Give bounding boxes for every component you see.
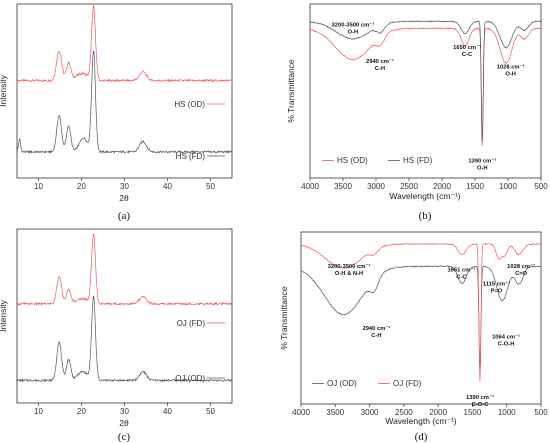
x-tick-label-b: 4000 [301, 182, 319, 191]
legend-label-b-0: HS (OD) [337, 156, 368, 165]
annotation-sub-d-1: C-H [371, 333, 381, 339]
annotation-sub-d-2: C-C [456, 275, 467, 281]
annotation-sub-d-3: P=O [491, 288, 503, 294]
x-tick-label-a: 50 [206, 182, 215, 191]
ylabel-d: % Transmittance [279, 286, 289, 350]
panel-d: 4000 3500 3000 2500 2000 1500 1000 500 3200-350… [279, 231, 548, 443]
annotation-b-0: 3200-3500 cm⁻¹ [332, 22, 375, 29]
panel-label-d: (d) [415, 431, 428, 443]
annotation-sub-d-0: O-H & N-H [335, 271, 363, 277]
panel-label-a: (a) [118, 210, 131, 222]
x-tick-label-b: 3000 [367, 182, 385, 191]
x-tick-label-b: 2000 [433, 182, 451, 191]
annotation-d-6: 1390 cm⁻¹ [466, 394, 494, 401]
x-tick-label-c: 30 [120, 407, 129, 416]
series-line-a-1 [16, 50, 233, 155]
annotation-b-1: 2940 cm⁻¹ [366, 58, 394, 65]
x-tick-label-d: 1000 [498, 408, 516, 417]
x-tick-label-d: 1500 [464, 408, 482, 417]
annotation-sub-b-3: O-H [505, 71, 516, 77]
x-tick-label-c: 20 [77, 407, 86, 416]
x-tick-label-a: 40 [163, 182, 172, 191]
series-line-c-1 [17, 295, 233, 383]
series-line-c-0 [16, 233, 233, 306]
x-tick-label-d: 2500 [395, 408, 413, 417]
panel-c: 10 20 30 40 50 OJ (FD) OJ (OD) Intensity 2θ (… [0, 228, 233, 443]
annotation-sub-d-6: C-O-C [472, 402, 490, 408]
x-tick-label-b: 1000 [499, 182, 517, 191]
plot-frame-d [300, 231, 542, 405]
legend-label-c-1: OJ (OD) [175, 374, 205, 383]
legend-label-d-1: OJ (FD) [393, 379, 422, 388]
series-line-d-1 [300, 243, 541, 382]
x-tick-label-b: 3500 [334, 182, 352, 191]
legend-label-c-0: OJ (FD) [177, 319, 206, 328]
annotation-sub-b-4: O-H [477, 165, 488, 171]
x-tick-label-a: 30 [120, 182, 129, 191]
xlabel-d: Wavelength (cm⁻¹) [385, 416, 456, 426]
x-tick-label-c: 50 [206, 407, 215, 416]
x-tick-label-a: 20 [77, 182, 86, 191]
x-tick-label-d: 4000 [292, 408, 310, 417]
x-tick-label-d: 3500 [326, 408, 344, 417]
annotation-b-3: 1028 cm⁻¹ [497, 63, 525, 70]
annotation-d-5: 1064 cm⁻¹ [492, 334, 520, 341]
annotation-sub-b-2: C-C [462, 52, 473, 58]
annotation-sub-d-5: C-O-H [498, 342, 515, 348]
annotation-sub-b-0: O-H [348, 30, 359, 36]
xlabel-c: 2θ [119, 418, 129, 428]
panel-a: 10 20 30 40 50 HS (OD) HS (FD) Intensity 2θ (… [0, 3, 233, 222]
series-line-d-0 [300, 265, 541, 373]
annotation-d-2: 1651 cm⁻¹ [448, 267, 476, 274]
series-line-b-0 [309, 27, 542, 146]
x-tick-label-b: 500 [534, 182, 548, 191]
xlabel-a: 2θ [119, 193, 129, 203]
x-tick-label-d: 3000 [361, 408, 379, 417]
xlabel-b: Wavelength (cm⁻¹) [389, 191, 460, 201]
panel-label-c: (c) [118, 431, 131, 443]
x-tick-label-a: 10 [34, 182, 43, 191]
series-line-a-0 [16, 4, 233, 83]
annotation-b-4: 1390 cm⁻¹ [468, 157, 496, 164]
series-line-b-1 [309, 20, 542, 142]
x-tick-label-c: 40 [163, 407, 172, 416]
panel-b: 4000 3500 3000 2500 2000 1500 1000 500 3200-350… [286, 3, 548, 222]
legend-label-d-0: OJ (OD) [327, 379, 357, 388]
annotation-sub-d-4: C=O [515, 271, 528, 277]
annotation-sub-b-1: C-H [375, 66, 385, 72]
ylabel-c: Intensity [0, 299, 8, 331]
legend-label-a-1: HS (FD) [176, 152, 206, 161]
legend-label-b-1: HS (FD) [403, 156, 433, 165]
annotation-d-3: 1115 cm⁻¹ [483, 280, 510, 287]
legend-label-a-0: HS (OD) [174, 100, 205, 109]
ylabel-a: Intensity [0, 74, 8, 106]
annotation-d-0: 3200-3500 cm⁻¹ [328, 263, 371, 270]
annotation-d-1: 2940 cm⁻¹ [362, 325, 390, 332]
annotation-b-2: 1650 cm⁻¹ [453, 44, 481, 51]
panel-label-b: (b) [419, 210, 432, 222]
ylabel-b: % Transmittance [286, 59, 296, 123]
x-tick-label-b: 2500 [400, 182, 418, 191]
plot-frame-b [309, 3, 542, 179]
x-tick-label-d: 500 [534, 408, 548, 417]
x-tick-label-b: 1500 [466, 182, 484, 191]
x-tick-label-c: 10 [34, 407, 43, 416]
annotation-d-4: 1028 cm⁻¹ [507, 263, 535, 270]
x-tick-label-d: 2000 [429, 408, 447, 417]
